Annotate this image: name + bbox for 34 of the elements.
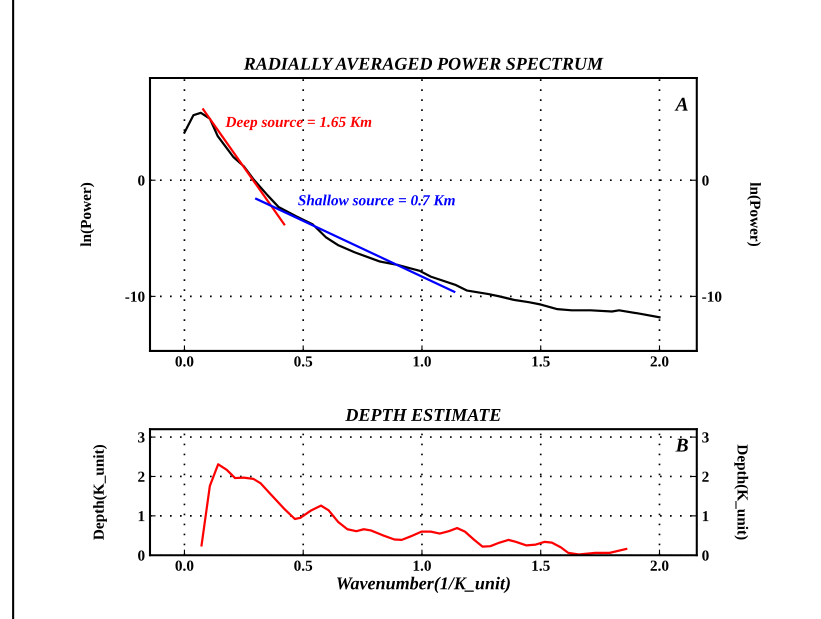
x-axis-title: Wavenumber(1/K_unit): [337, 576, 510, 594]
y2-tick-label: 2: [702, 472, 709, 482]
x-tick-label: 1.5: [532, 356, 550, 367]
annotation: A: [674, 98, 688, 111]
x-tick-label: 2.0: [650, 560, 668, 571]
x-tick-label: 1.0: [414, 560, 431, 571]
y-tick-label: 3: [138, 432, 145, 443]
chart-title: RADIALLY AVERAGED POWER SPECTRUM: [244, 58, 604, 70]
y-tick-label: -10: [125, 292, 145, 302]
x-tick-label: 2.0: [650, 356, 668, 367]
y2-tick-label: -10: [702, 292, 722, 302]
x-tick-label: 0.5: [294, 560, 312, 571]
y-axis-title: Depth(K_unit): [93, 444, 107, 540]
line-series: [200, 463, 628, 556]
y-tick-label: 1: [138, 511, 144, 522]
y-tick-label: 2: [138, 472, 144, 482]
y2-tick-label: 3: [702, 432, 709, 443]
y2-tick-label: 0: [702, 550, 709, 561]
y-axis-title: ln(Power): [80, 182, 94, 246]
y-tick-label: 0: [138, 550, 145, 561]
y2-axis-title: ln(Power): [747, 182, 761, 246]
x-tick-label: 0.0: [175, 356, 194, 367]
x-tick-label: 1.0: [414, 356, 431, 367]
y2-axis-title: Depth(K_unit): [734, 444, 748, 540]
x-tick-label: 0.5: [294, 356, 312, 367]
annotation: B: [675, 438, 688, 452]
chart-title: DEPTH ESTIMATE: [345, 408, 501, 422]
annotation: Deep source = 1.65 Km: [225, 116, 372, 130]
y2-tick-label: 1: [702, 511, 708, 522]
x-tick-label: 1.5: [532, 560, 550, 571]
y-tick-label: 0: [138, 175, 145, 186]
x-tick-label: 0.0: [175, 560, 194, 571]
y2-tick-label: 0: [702, 175, 709, 186]
annotation: Shallow source = 0.7 Km: [298, 194, 455, 206]
